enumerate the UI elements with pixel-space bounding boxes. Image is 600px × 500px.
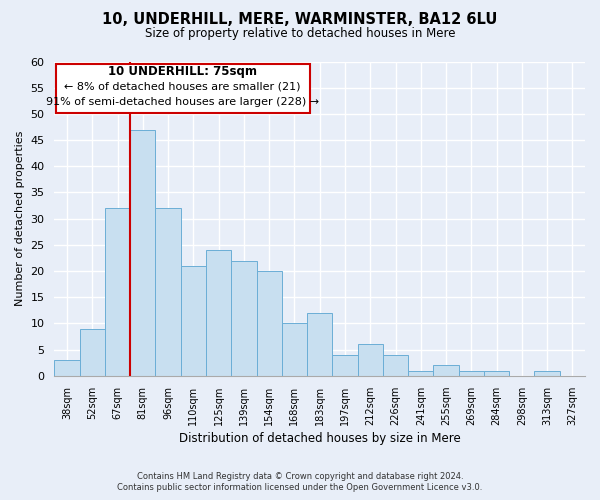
Text: 10 UNDERHILL: 75sqm: 10 UNDERHILL: 75sqm [108,66,257,78]
Text: 91% of semi-detached houses are larger (228) →: 91% of semi-detached houses are larger (… [46,98,319,108]
Text: Contains HM Land Registry data © Crown copyright and database right 2024.
Contai: Contains HM Land Registry data © Crown c… [118,472,482,492]
Bar [231,260,257,376]
Bar [105,208,130,376]
Bar [484,370,509,376]
Bar [535,370,560,376]
Bar [206,250,231,376]
Bar [408,370,433,376]
Bar [155,208,181,376]
Bar [181,266,206,376]
Text: Size of property relative to detached houses in Mere: Size of property relative to detached ho… [145,28,455,40]
Bar [130,130,155,376]
Text: ← 8% of detached houses are smaller (21): ← 8% of detached houses are smaller (21) [64,82,301,92]
Bar [458,370,484,376]
Bar [383,355,408,376]
Bar [433,366,458,376]
FancyBboxPatch shape [56,64,310,113]
Text: 10, UNDERHILL, MERE, WARMINSTER, BA12 6LU: 10, UNDERHILL, MERE, WARMINSTER, BA12 6L… [103,12,497,28]
Bar [80,328,105,376]
Bar [257,271,282,376]
Bar [55,360,80,376]
Bar [332,355,358,376]
X-axis label: Distribution of detached houses by size in Mere: Distribution of detached houses by size … [179,432,461,445]
Bar [307,313,332,376]
Bar [282,324,307,376]
Y-axis label: Number of detached properties: Number of detached properties [15,131,25,306]
Bar [358,344,383,376]
